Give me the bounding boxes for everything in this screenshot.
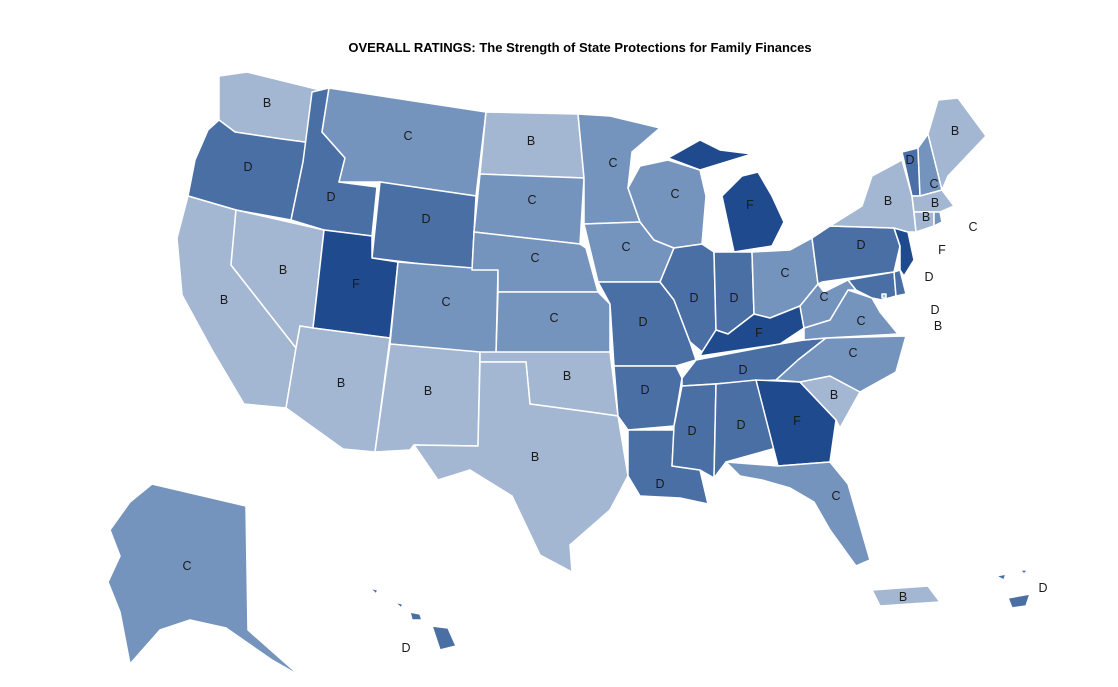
grade-label-vi: D [1038, 581, 1047, 595]
state-de[interactable] [893, 269, 907, 297]
state-ri[interactable] [933, 211, 943, 227]
grade-label-md: D [924, 270, 933, 284]
state-shapes [107, 71, 1031, 677]
state-ny[interactable] [829, 159, 917, 233]
state-mi[interactable] [667, 139, 785, 253]
state-hi[interactable] [369, 587, 457, 651]
map-title: OVERALL RATINGS: The Strength of State P… [348, 40, 812, 55]
state-nc[interactable] [775, 335, 907, 393]
grade-label-hi: D [401, 641, 410, 655]
state-ct[interactable] [913, 211, 935, 233]
state-pr[interactable] [871, 585, 941, 607]
grade-label-dc: B [934, 319, 942, 333]
state-nd[interactable] [479, 111, 585, 179]
state-ks[interactable] [495, 291, 611, 355]
grade-label-ri: C [968, 220, 977, 234]
state-nm[interactable] [374, 343, 481, 453]
state-al[interactable] [713, 379, 777, 479]
state-tx[interactable] [413, 361, 629, 573]
grade-label-de: D [930, 303, 939, 317]
state-ar[interactable] [613, 365, 683, 431]
state-fl[interactable] [725, 461, 871, 567]
grade-label-nj: F [938, 243, 946, 257]
state-dc[interactable] [881, 293, 887, 299]
state-wy[interactable] [371, 181, 477, 271]
state-az[interactable] [285, 325, 391, 453]
state-mt[interactable] [321, 87, 487, 197]
state-vi[interactable] [995, 569, 1031, 609]
state-co[interactable] [389, 261, 499, 355]
state-ak[interactable] [107, 483, 301, 677]
